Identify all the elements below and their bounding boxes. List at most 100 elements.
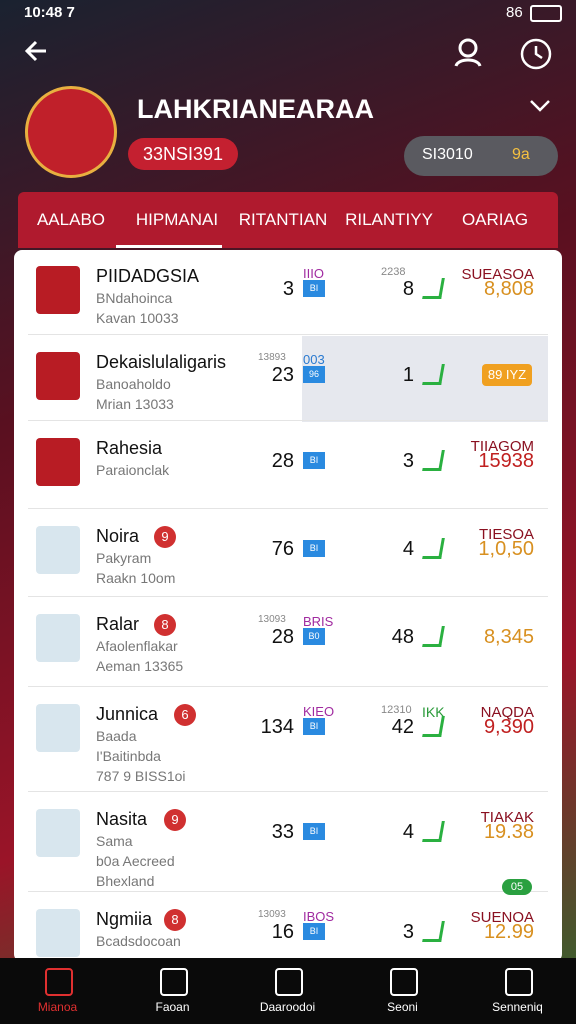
row-divider (28, 334, 548, 335)
row-number: 16 (271, 921, 294, 943)
row-subtitle: Sama (96, 833, 133, 849)
battery-level: 86 (506, 4, 523, 21)
row-number: 28 (271, 626, 294, 648)
row-subtitle: b0a Aecreed (96, 853, 175, 869)
stat-value: 8,808 (483, 278, 534, 300)
row-label: IIIO (303, 266, 324, 281)
row-tag: 8 (164, 909, 186, 931)
row-divider (28, 420, 548, 421)
row-label: 12310 (381, 704, 412, 716)
stat-label: TIIAGOM (470, 438, 534, 455)
row-number: 4 (402, 538, 414, 560)
row-number: 33 (271, 821, 294, 843)
row-subtitle: Raakn 10om (96, 570, 176, 586)
row-icon (36, 526, 80, 574)
row-badge: BI (303, 280, 325, 297)
row-label: 2238 (381, 266, 406, 278)
profile-badge: 33NSI391 (128, 138, 238, 170)
row-number: 48 (391, 626, 414, 648)
row-icon (36, 614, 80, 662)
row-number: 8 (402, 278, 414, 300)
row-divider (28, 791, 548, 792)
pill-left: SI3010 (422, 146, 473, 163)
row-label: 13093 (258, 614, 286, 625)
row-name: PIIDADGSIA (96, 266, 200, 286)
row-icon (36, 704, 80, 752)
row-name: Dekaislulaligaris (96, 352, 227, 372)
row-icon (36, 438, 80, 486)
pill-right: 9a (512, 146, 530, 163)
nav-icon (160, 968, 188, 996)
row-label: KIEO (303, 704, 335, 719)
row-badge: BI (303, 923, 325, 940)
stat-value: 15938 (478, 450, 534, 472)
row-subtitle: Baada (96, 728, 137, 744)
tab[interactable]: RILANTIYY (345, 210, 433, 229)
nav-item[interactable]: Seoni (387, 1000, 418, 1014)
row-subtitle: Banoaholdo (96, 376, 171, 392)
check-icon (422, 278, 445, 299)
row-number: 1 (402, 364, 414, 386)
row-subtitle: Aeman 13365 (96, 658, 184, 674)
row-subtitle: Paraionclak (96, 462, 170, 478)
row-subtitle: Mrian 13033 (96, 396, 174, 412)
row-divider (28, 686, 548, 687)
row-number: 23 (271, 364, 294, 386)
check-icon (422, 450, 445, 471)
row-number: 76 (271, 538, 294, 560)
stat-label: TIAKAK (480, 809, 534, 826)
nav-item[interactable]: Senneniq (492, 1000, 543, 1014)
row-icon (36, 809, 80, 857)
stat-label: SUEASOA (461, 266, 534, 283)
stat-value: 1,0,50 (478, 538, 534, 560)
stat-label: NAQDA (480, 704, 534, 721)
check-icon (422, 538, 445, 559)
row-badge: BI (303, 718, 325, 735)
row-tag: 6 (174, 704, 196, 726)
stat-value: 9,390 (483, 716, 534, 738)
row-badge: BI (303, 540, 325, 557)
expand-icon[interactable] (528, 98, 552, 114)
row-label: BRIS (303, 614, 334, 629)
avatar (25, 86, 117, 178)
status-pill: 05 (502, 879, 532, 895)
nav-item[interactable]: Daaroodoi (259, 1000, 316, 1014)
row-number: 3 (402, 450, 414, 472)
tab-bar (18, 192, 558, 248)
stat-value: 19.38 (483, 821, 534, 843)
back-button[interactable] (22, 36, 52, 66)
stats-pill[interactable] (404, 136, 558, 176)
row-icon (36, 266, 80, 314)
nav-item[interactable]: Faoan (155, 1000, 190, 1014)
row-name: Rahesia (96, 438, 163, 458)
row-subtitle: Bcadsdocoan (96, 933, 181, 949)
row-label: IBOS (303, 909, 335, 924)
row-subtitle: Afaolenflakar (96, 638, 178, 654)
nav-item[interactable]: Mianoa (37, 1000, 78, 1014)
tab[interactable]: AALABO (36, 210, 106, 229)
row-tag: 9 (164, 809, 186, 831)
tab[interactable]: HIPMANAI (135, 210, 219, 229)
row-icon (36, 352, 80, 400)
row-subtitle: Pakyram (96, 550, 152, 566)
tab[interactable]: RITANTIAN (238, 210, 328, 229)
tab[interactable]: OARIAG (461, 210, 529, 229)
stat-label: TIESOA (478, 526, 534, 543)
stat-value: 8,345 (483, 626, 534, 648)
row-badge: B0 (303, 628, 325, 645)
row-label: 003 (303, 352, 325, 367)
row-badge: 96 (303, 366, 325, 383)
row-subtitle: 787 9 BISS1oi (96, 768, 186, 784)
row-divider (28, 891, 548, 892)
search-button[interactable] (452, 36, 486, 70)
row-number: 3 (402, 921, 414, 943)
row-name: Ralar (96, 614, 140, 634)
stat-value: 12.99 (483, 921, 534, 943)
row-name: Nasita (96, 809, 148, 829)
check-icon (422, 364, 445, 385)
row-number: 42 (391, 716, 414, 738)
row-subtitle: I'Baitinbda (96, 748, 161, 764)
clock-button[interactable] (518, 36, 554, 72)
row-icon (36, 909, 80, 957)
